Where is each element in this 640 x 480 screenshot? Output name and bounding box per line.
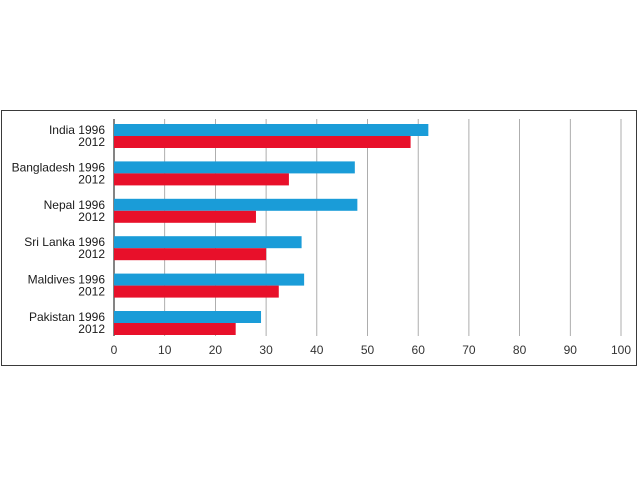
bar-pakistan-1996 — [114, 311, 262, 323]
series-year-label: 2012 — [78, 322, 105, 336]
category-label: Maldives 1996 — [28, 273, 106, 287]
bar-sri-lanka-2012 — [114, 248, 267, 261]
category-label: India 1996 — [49, 123, 105, 137]
bar-sri-lanka-1996 — [114, 236, 302, 249]
bar-nepal-2012 — [114, 210, 256, 223]
x-tick-label: 80 — [513, 343, 527, 357]
series-year-label: 2012 — [78, 172, 105, 186]
category-label: Pakistan 1996 — [29, 310, 105, 324]
grid-lines — [113, 119, 622, 336]
x-tick-label: 70 — [462, 343, 476, 357]
bars — [114, 124, 429, 335]
bar-bangladesh-2012 — [114, 173, 289, 186]
bar-maldives-1996 — [114, 273, 305, 286]
bar-nepal-1996 — [114, 198, 358, 211]
x-tick-label: 50 — [361, 343, 375, 357]
series-year-label: 2012 — [78, 210, 105, 224]
bar-india-1996 — [114, 124, 429, 136]
x-tick-label: 30 — [259, 343, 273, 357]
x-tick-label: 0 — [111, 343, 118, 357]
x-tick-label: 100 — [611, 343, 631, 357]
bar-bangladesh-1996 — [114, 161, 355, 174]
bar-pakistan-2012 — [114, 323, 236, 335]
bar-chart: 0 10 20 30 40 50 60 70 80 90 100 India 19962012Ban… — [12, 119, 632, 357]
bar-india-2012 — [114, 136, 411, 148]
bar-maldives-2012 — [114, 285, 279, 298]
x-tick-label: 90 — [564, 343, 578, 357]
series-year-label: 2012 — [78, 135, 105, 149]
x-axis: 0 10 20 30 40 50 60 70 80 90 100 — [111, 343, 632, 357]
category-label: Sri Lanka 1996 — [24, 235, 105, 249]
x-tick-label: 60 — [412, 343, 426, 357]
category-label: Nepal 1996 — [44, 198, 106, 212]
category-label: Bangladesh 1996 — [12, 160, 106, 174]
x-tick-label: 20 — [209, 343, 223, 357]
x-tick-label: 40 — [310, 343, 324, 357]
chart-frame: 0 10 20 30 40 50 60 70 80 90 100 India 1996 2012 Ban… — [1, 110, 637, 366]
series-year-label: 2012 — [78, 285, 105, 299]
series-year-label: 2012 — [78, 247, 105, 261]
x-tick-label: 10 — [158, 343, 172, 357]
